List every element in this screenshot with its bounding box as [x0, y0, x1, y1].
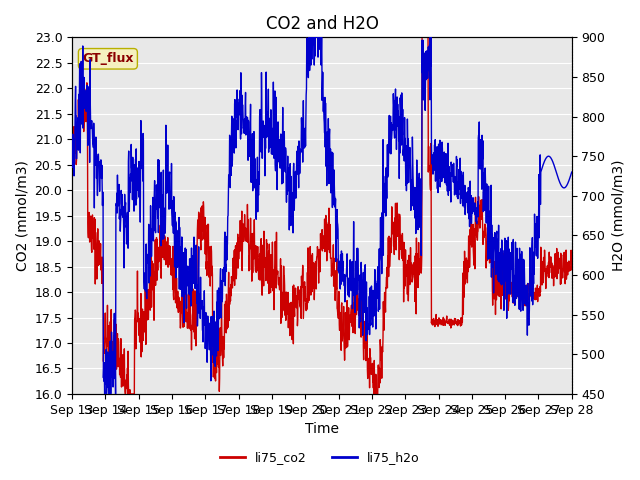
Title: CO2 and H2O: CO2 and H2O	[266, 15, 378, 33]
Y-axis label: H2O (mmol/m3): H2O (mmol/m3)	[611, 160, 625, 271]
Text: GT_flux: GT_flux	[82, 52, 134, 65]
Y-axis label: CO2 (mmol/m3): CO2 (mmol/m3)	[15, 160, 29, 271]
X-axis label: Time: Time	[305, 422, 339, 436]
Legend: li75_co2, li75_h2o: li75_co2, li75_h2o	[215, 446, 425, 469]
